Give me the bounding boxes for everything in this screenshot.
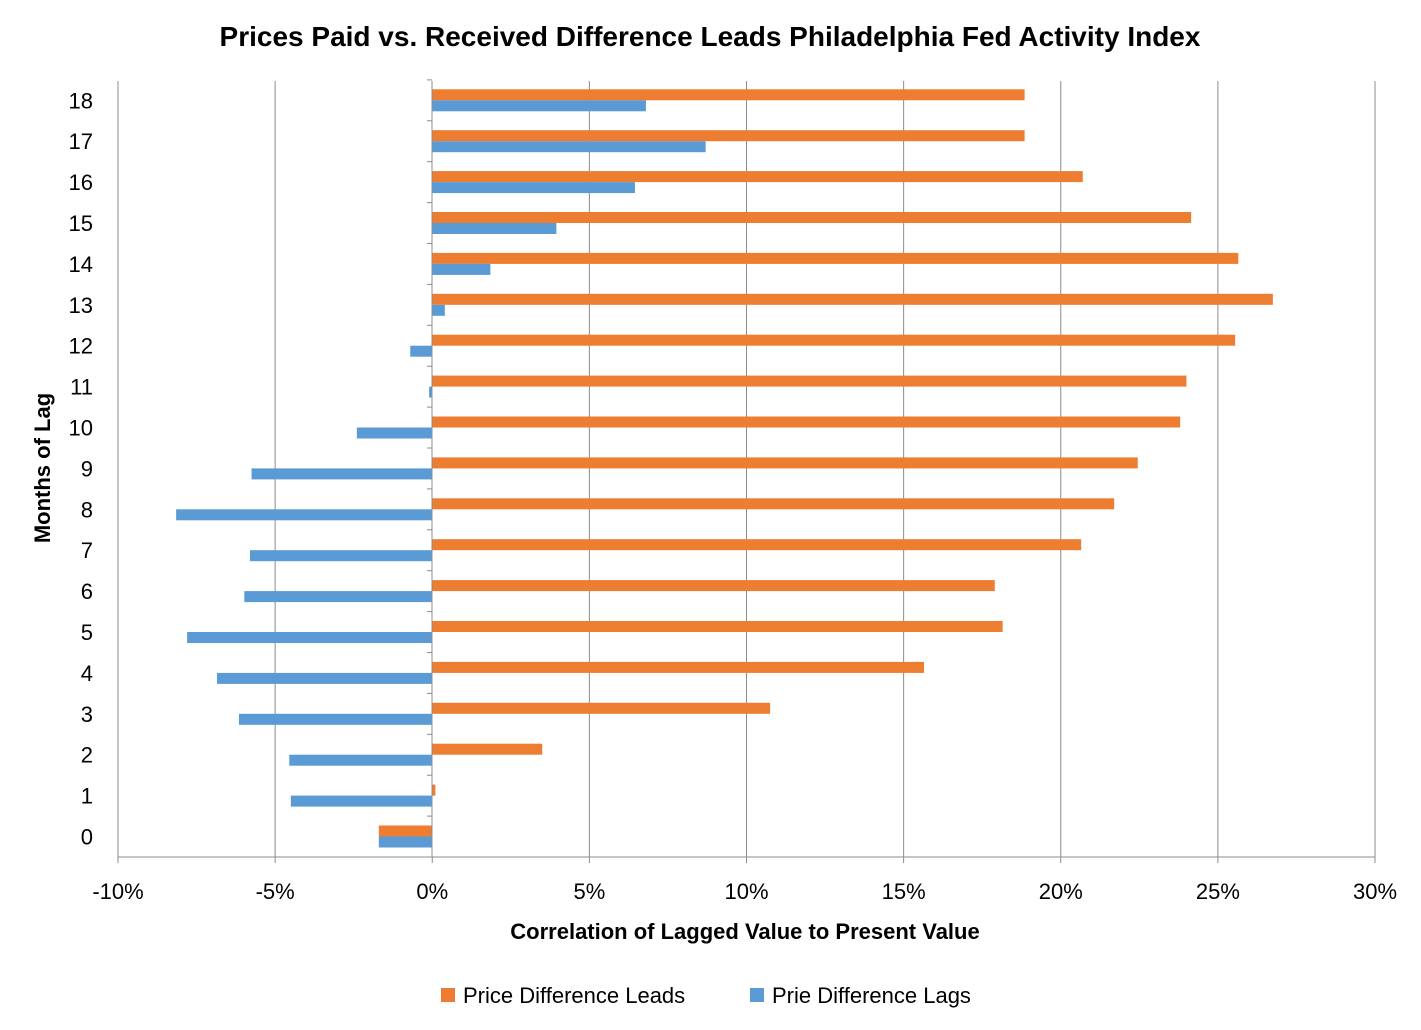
gridlines [117, 81, 1376, 857]
x-tick-label: 5% [573, 879, 605, 904]
y-tick-label: 10 [69, 416, 93, 441]
lead-bar [432, 498, 1115, 510]
y-tick-label: 9 [81, 456, 93, 481]
y-tick-label: 8 [81, 497, 93, 522]
lead-bar [432, 743, 543, 755]
lag-bar [187, 632, 433, 643]
lead-bar [432, 784, 436, 796]
y-tick-label: 2 [81, 743, 93, 768]
x-tick-label: 15% [882, 879, 926, 904]
bars [176, 89, 1273, 848]
lead-bar [432, 375, 1187, 387]
y-tick-label: 13 [69, 293, 93, 318]
lead-bar [432, 293, 1273, 305]
lead-bar [432, 171, 1083, 183]
y-tick-label: 12 [69, 334, 93, 359]
lead-bar [432, 457, 1138, 469]
y-tick-label: 0 [81, 825, 93, 850]
y-axis-title: Months of Lag [30, 393, 55, 543]
lag-bar [238, 713, 433, 725]
lag-bar [432, 304, 445, 316]
lag-bar [290, 795, 433, 807]
lead-bar [432, 580, 995, 592]
lag-bar [216, 672, 433, 684]
lead-bar [432, 661, 925, 673]
x-tick-label: -5% [256, 879, 295, 904]
lag-bar [289, 754, 433, 766]
x-tick-label: 30% [1353, 879, 1397, 904]
y-tick-label: 18 [69, 88, 93, 113]
legend-swatch [750, 988, 764, 1002]
legend-label: Price Difference Leads [463, 983, 685, 1008]
lag-bar [410, 345, 433, 357]
lead-bar [432, 252, 1239, 264]
y-tick-label: 1 [81, 784, 93, 809]
lag-bar [432, 182, 635, 194]
lead-bar [378, 825, 433, 837]
x-tick-label: -10% [92, 879, 143, 904]
lag-bar [356, 427, 433, 439]
x-tick-label: 25% [1196, 879, 1240, 904]
lead-bar [432, 212, 1192, 223]
lead-bar [432, 334, 1236, 346]
lead-bar [432, 130, 1025, 142]
y-tick-label: 3 [81, 702, 93, 727]
y-tick-label: 7 [81, 538, 93, 563]
legend-swatch [441, 988, 455, 1002]
legend: Price Difference Leads Prie Difference La… [441, 983, 971, 1008]
lag-bar [432, 100, 646, 112]
lag-bar [432, 223, 557, 234]
y-tick-label: 11 [70, 375, 93, 400]
lag-bar [432, 263, 491, 275]
x-axis-title: Correlation of Lagged Value to Present V… [510, 919, 979, 944]
y-tick-label: 17 [69, 129, 93, 154]
legend-label: Prie Difference Lags [772, 983, 971, 1008]
lag-bar [176, 509, 433, 521]
lag-bar [251, 468, 433, 480]
lag-bar [432, 141, 706, 153]
lead-bar [432, 702, 771, 714]
lag-bar [429, 386, 433, 398]
y-tick-label: 15 [69, 211, 93, 236]
x-tick-label: 20% [1039, 879, 1083, 904]
lead-bar [432, 621, 1003, 632]
lead-bar [432, 89, 1025, 101]
lag-bar [244, 591, 433, 603]
lead-bar [432, 416, 1181, 428]
x-tick-label: 10% [724, 879, 768, 904]
chart-title: Prices Paid vs. Received Difference Lead… [220, 21, 1201, 52]
y-tick-label: 6 [81, 579, 93, 604]
lag-bar [378, 836, 433, 848]
lead-bar [432, 539, 1082, 551]
y-tick-label: 4 [81, 661, 93, 686]
lag-bar [249, 550, 433, 562]
y-tick-label: 14 [69, 252, 93, 277]
y-tick-label: 5 [81, 620, 93, 645]
axes: -10% -5% 0% 5% 10% 15% 20% 25% 30%01234567891011… [69, 79, 1397, 904]
x-tick-label: 0% [416, 879, 448, 904]
y-tick-label: 16 [69, 170, 93, 195]
